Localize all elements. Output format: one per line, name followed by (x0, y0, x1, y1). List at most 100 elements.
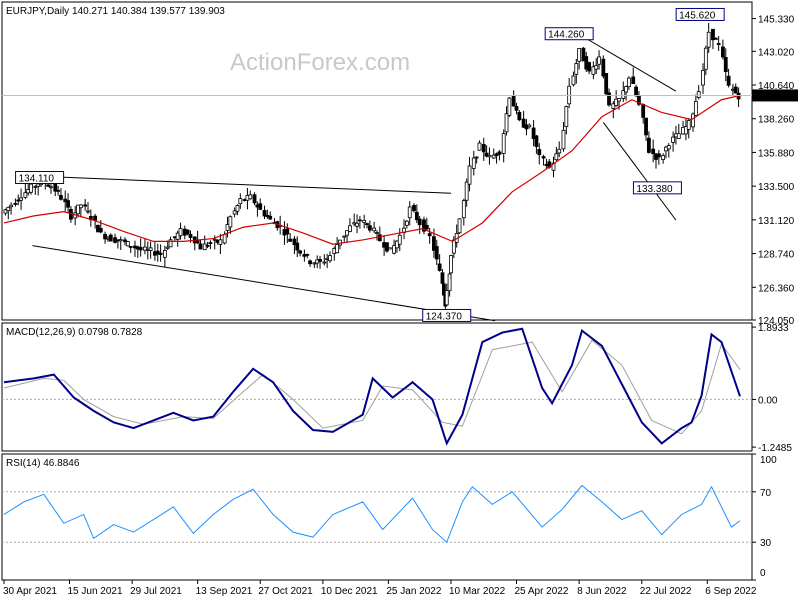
price-annotation-label: 124.370 (426, 311, 463, 322)
candle-body (564, 106, 569, 128)
candle-body (285, 228, 290, 235)
candle-body (123, 239, 127, 243)
candle-body (128, 246, 133, 248)
candle-body (312, 262, 317, 265)
price-pane-title: EURJPY,Daily 140.271 140.384 139.577 139… (6, 6, 225, 17)
candle-body (676, 133, 681, 139)
candle-body (387, 247, 392, 250)
candle-body (521, 118, 526, 128)
candle-body (571, 75, 576, 86)
candle-body (587, 62, 591, 72)
macd-ytick-label: 1.8933 (758, 323, 789, 334)
candle-body (185, 229, 190, 235)
candle-body (597, 56, 601, 65)
price-annotation-box (632, 181, 682, 195)
candle-body (148, 247, 153, 251)
candle-body (711, 28, 715, 41)
candle-body (666, 145, 671, 150)
trendline (39, 175, 452, 194)
candle-body (365, 223, 369, 225)
candle-body (162, 249, 167, 258)
candle-body (637, 95, 641, 105)
candle-body (13, 203, 18, 205)
candle-body (716, 43, 721, 45)
candle-body (6, 206, 11, 212)
x-tick-label: 15 Jun 2021 (67, 586, 122, 597)
candle-body (541, 156, 546, 159)
candle-body (551, 162, 556, 171)
price-ytick-label: 135.880 (758, 148, 795, 159)
candle-body (557, 148, 562, 154)
trendline (32, 245, 496, 322)
candle-body (484, 152, 489, 157)
candle-body (392, 245, 396, 254)
candle-body (594, 65, 599, 70)
candle-body (447, 273, 452, 292)
candle-body (624, 86, 629, 93)
candle-body (232, 210, 237, 215)
candle-body (437, 263, 442, 271)
candle-body (295, 242, 300, 251)
candle-body (684, 126, 688, 135)
candle-body (641, 103, 646, 118)
candle-body (335, 244, 340, 254)
x-tick-label: 22 Jul 2022 (640, 586, 692, 597)
candle-body (357, 219, 362, 222)
candle-body (155, 250, 160, 255)
candle-body (601, 58, 606, 77)
candle-body (631, 76, 636, 85)
candle-body (222, 234, 227, 244)
candle-body (531, 127, 536, 139)
candle-body (701, 70, 705, 86)
candle-body (517, 111, 522, 121)
candle-body (19, 197, 23, 201)
price-annotation-box (544, 27, 594, 41)
candle-body (467, 165, 472, 185)
candle-body (726, 75, 731, 86)
candle-body (432, 236, 436, 251)
candle-body (723, 57, 728, 73)
candle-body (103, 233, 107, 240)
candle-body (76, 204, 80, 215)
price-annotation-box (15, 171, 65, 185)
candle-body (487, 154, 492, 158)
candle-body (118, 239, 123, 242)
candle-body (305, 254, 310, 256)
candle-body (375, 232, 379, 234)
price-ytick-label: 133.500 (758, 182, 795, 193)
candle-body (56, 189, 60, 192)
candle-body (441, 283, 446, 296)
x-tick-label: 10 Dec 2021 (321, 586, 378, 597)
candle-body (46, 184, 51, 187)
trendline (602, 122, 677, 221)
candle-body (554, 153, 559, 161)
macd-pane-title: MACD(12,26,9) 0.0798 0.7828 (6, 327, 143, 338)
candle-body (355, 222, 359, 227)
pane-frame-price (1, 1, 753, 321)
candle-body (444, 290, 449, 306)
x-tick-label: 29 Jul 2021 (130, 586, 182, 597)
candle-body (511, 95, 516, 107)
price-annotation-label: 144.260 (548, 30, 585, 41)
candle-body (427, 233, 432, 237)
candle-body (86, 210, 90, 213)
candle-body (252, 194, 257, 204)
price-ytick-label: 124.050 (758, 316, 795, 327)
x-tick-label: 25 Jan 2022 (386, 586, 441, 597)
candle-body (198, 243, 203, 250)
candle-body (424, 224, 429, 230)
candle-body (235, 205, 240, 212)
x-tick-label: 6 Sep 2022 (705, 586, 757, 597)
x-tick-label: 25 Apr 2022 (514, 586, 568, 597)
candle-body (98, 227, 103, 233)
candle-body (397, 234, 402, 245)
candle-body (534, 135, 539, 147)
candle-body (328, 255, 332, 262)
candle-body (671, 136, 675, 143)
x-tick-label: 13 Sep 2021 (196, 586, 253, 597)
rsi-ytick-label: 100 (760, 455, 777, 466)
candle-body (706, 31, 711, 48)
candle-body (691, 113, 695, 128)
candle-body (434, 246, 439, 260)
